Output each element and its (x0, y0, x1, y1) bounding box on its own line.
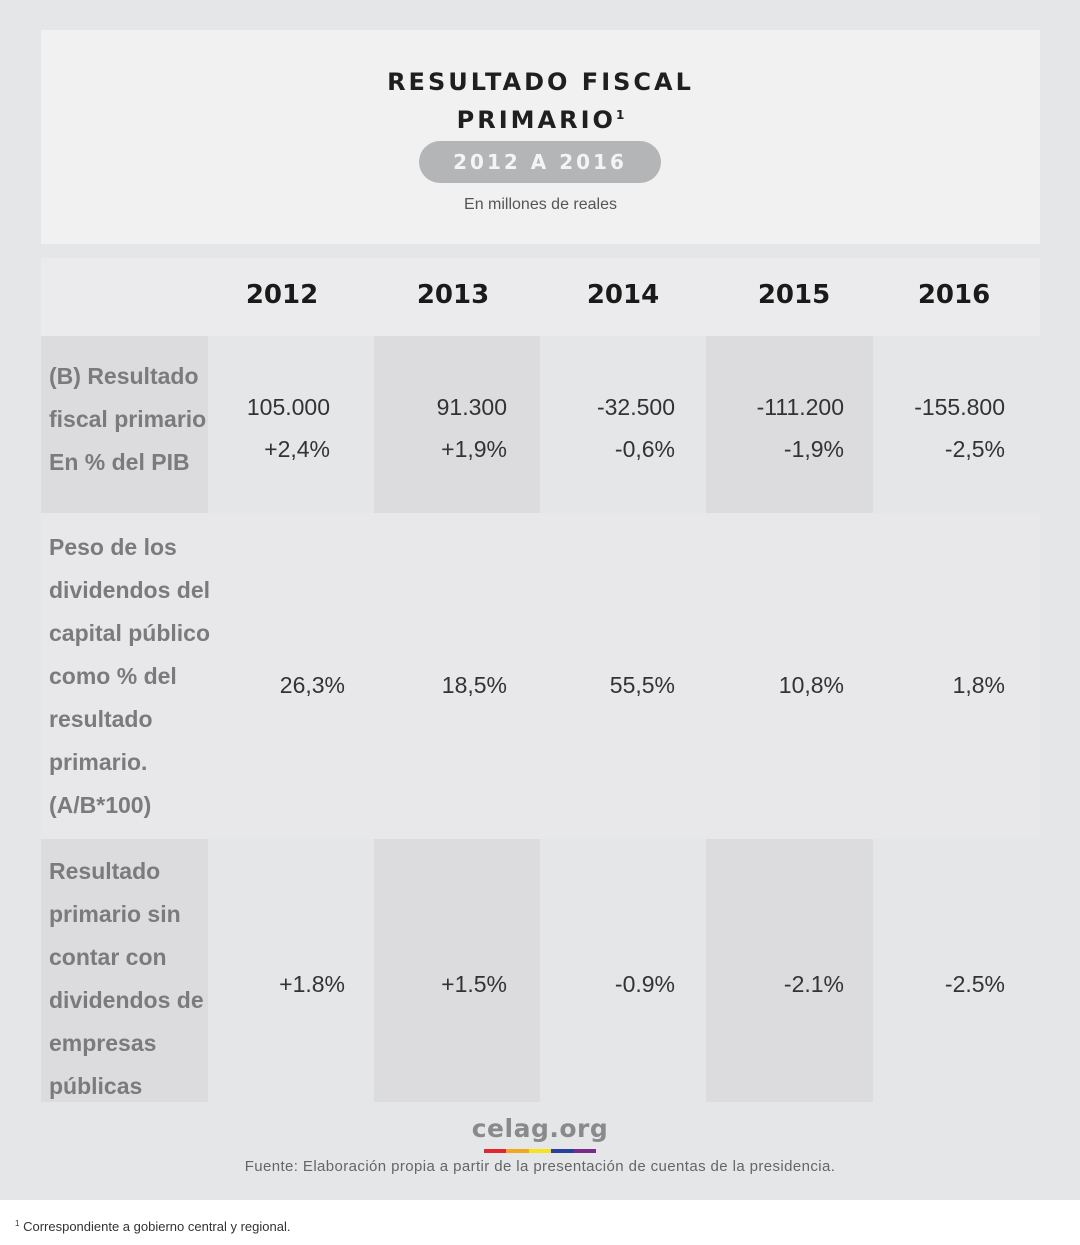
adjusted-result-2012: +1.8% (279, 971, 345, 997)
value-2014: -32.500 (596, 394, 675, 420)
dividend-share-2016: 1,8% (952, 672, 1005, 698)
header-cell-2016 (873, 258, 1040, 336)
title-line-1: RESULTADO FISCAL (387, 68, 694, 96)
title-footnote-mark: 1 (615, 108, 625, 122)
percent-2015: -1,9% (783, 436, 844, 462)
logo-color-bar (484, 1149, 597, 1153)
percent-2016: -2,5% (944, 436, 1005, 462)
value-2013: 91.300 (436, 394, 507, 420)
unit-caption: En millones de reales (464, 196, 617, 213)
dividend-share-2012: 26,3% (279, 672, 345, 698)
year-header-2012: 2012 (245, 280, 319, 310)
year-header-2016: 2016 (917, 280, 991, 310)
row-band-dividendos (41, 513, 1040, 839)
year-header-2014: 2014 (586, 280, 660, 310)
dividend-share-2014: 55,5% (609, 672, 675, 698)
adjusted-result-2015: -2.1% (783, 971, 844, 997)
row-label-peso-dividendos: Peso de los dividendos del capital públi… (49, 534, 211, 818)
header-cell-2014 (540, 258, 706, 336)
footnote-mark: 1 (15, 1219, 20, 1228)
value-2012: 105.000 (246, 394, 330, 420)
header-cell-2013 (374, 258, 540, 336)
row-label-resultado-sin-dividendos: Resultado primario sin contar con divide… (49, 858, 204, 1099)
celag-logo: celag.org (0, 1114, 1080, 1153)
title-line-2: PRIMARIO1 (41, 106, 1040, 134)
infographic-canvas: RESULTADO FISCAL PRIMARIO1 2012 A 2016 E… (0, 0, 1080, 1200)
celag-logo-text: celag.org (471, 1114, 609, 1143)
adjusted-result-2016: -2.5% (944, 971, 1005, 997)
year-header-2015: 2015 (757, 280, 831, 310)
logo-bar-orange (506, 1149, 529, 1153)
title-line-2-text: PRIMARIO (456, 106, 616, 134)
source-note: Fuente: Elaboración propia a partir de l… (244, 1158, 836, 1175)
year-header-2013: 2013 (416, 280, 490, 310)
footnote-text: Correspondiente a gobierno central y reg… (23, 1219, 291, 1234)
percent-2012: +2,4% (264, 436, 330, 462)
dividend-share-2015: 10,8% (778, 672, 844, 698)
value-2016: -155.800 (914, 394, 1005, 420)
logo-bar-purple (573, 1149, 597, 1153)
percent-2013: +1,9% (441, 436, 507, 462)
value-2015: -111.200 (756, 394, 844, 420)
footnote: 1 Correspondiente a gobierno central y r… (15, 1219, 290, 1234)
adjusted-result-2013: +1.5% (441, 971, 507, 997)
header-cell-blank (41, 258, 208, 336)
logo-bar-red (484, 1149, 507, 1153)
header-cell-2012 (208, 258, 374, 336)
percent-2014: -0,6% (614, 436, 675, 462)
logo-bar-blue (551, 1149, 574, 1153)
title-panel: RESULTADO FISCAL PRIMARIO1 2012 A 2016 E… (41, 30, 1040, 244)
logo-bar-yellow (528, 1149, 552, 1153)
row-label-resultado-fiscal: (B) Resultado fiscal primario En % del P… (49, 363, 207, 475)
header-cell-2015 (706, 258, 873, 336)
dividend-share-2013: 18,5% (441, 672, 507, 698)
period-badge: 2012 A 2016 (419, 141, 661, 183)
adjusted-result-2014: -0.9% (614, 971, 675, 997)
